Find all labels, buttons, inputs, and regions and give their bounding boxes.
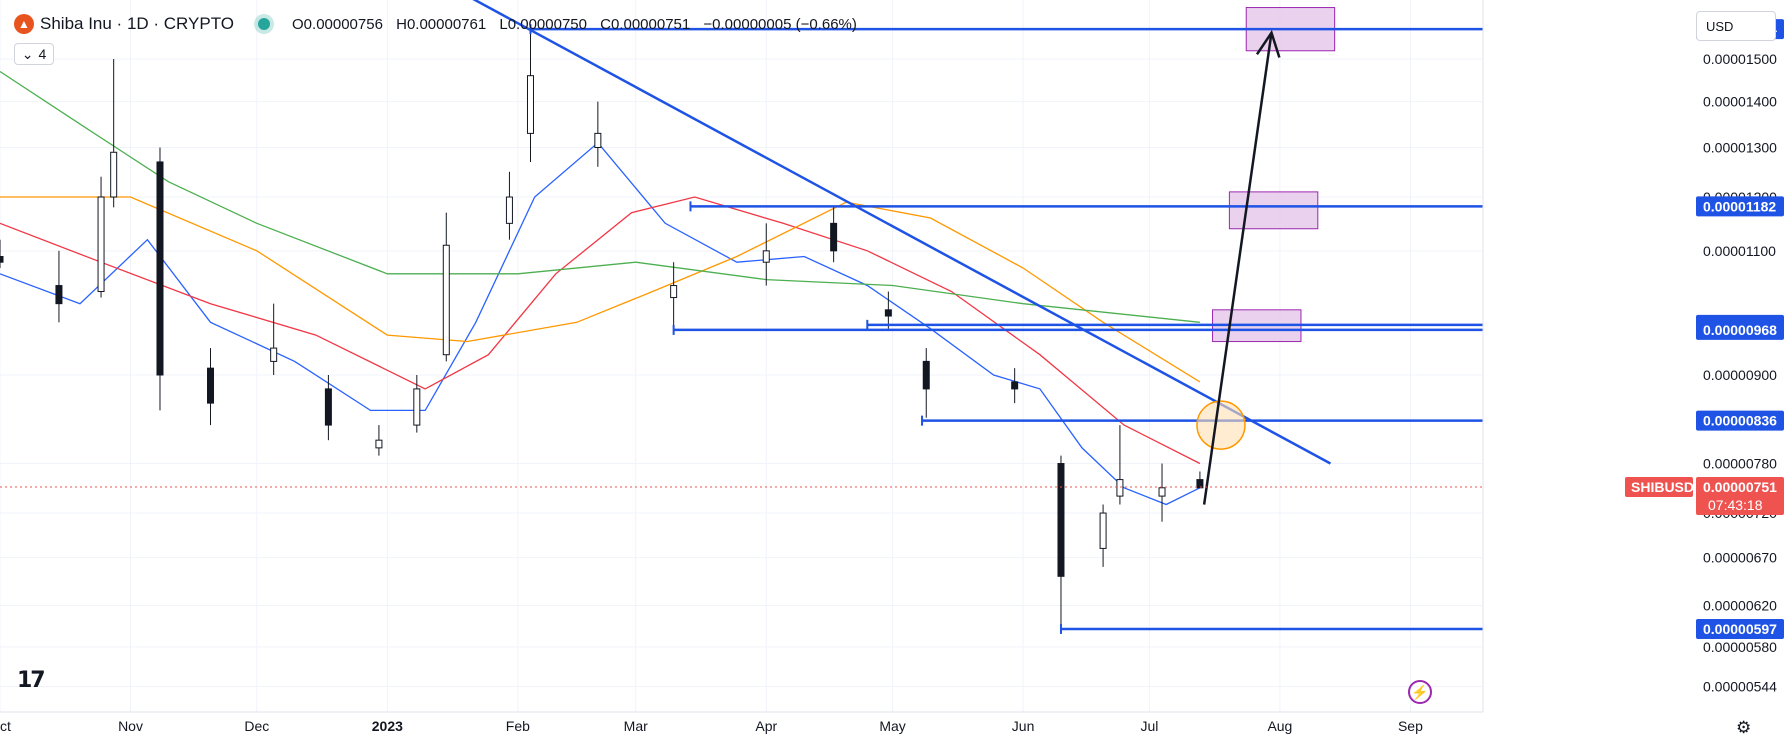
price-level-label: 0.00000836	[1703, 413, 1777, 429]
chart-grid	[0, 0, 1482, 712]
x-tick-label: Feb	[506, 718, 530, 734]
candle-body	[670, 285, 678, 299]
candle-body	[110, 151, 118, 198]
moving-average-red	[0, 196, 1201, 465]
candle-body	[526, 75, 534, 134]
time-axis: Oct Nov Dec 2023 Feb Mar Apr May Jun Jul Aug Sep	[0, 711, 1483, 734]
countdown-label: 07:43:18	[1708, 497, 1763, 513]
projection-arrow-head	[1255, 29, 1281, 58]
candles	[0, 30, 1204, 626]
y-tick-label: 0.00001300	[1703, 139, 1777, 155]
candle-body	[270, 347, 278, 362]
y-tick-label: 0.00001400	[1703, 94, 1777, 110]
price-level-label-bg	[1696, 618, 1784, 639]
candle-body	[413, 388, 421, 426]
x-tick-label: Oct	[0, 718, 11, 734]
ticker-label-bg	[1625, 476, 1693, 497]
indicators-toggle-button[interactable]: ⌄ 4	[14, 43, 54, 65]
y-tick-label: 0.00000780	[1703, 456, 1777, 472]
shiba-logo-icon: ▲	[14, 14, 34, 34]
price-axis: 0.000015000.000014000.000013000.00001200…	[1482, 0, 1787, 737]
lightning-icon[interactable]: ⚡	[1408, 680, 1432, 704]
price-level-label: 0.00001182	[1703, 198, 1776, 214]
candle-body	[1011, 381, 1019, 390]
candle-body	[55, 285, 63, 305]
candle-body	[1099, 512, 1107, 549]
price-axis-bg	[1483, 0, 1787, 737]
x-tick-label: Dec	[244, 718, 269, 734]
price-level-label-bg	[1696, 410, 1784, 431]
moving-averages	[0, 70, 1201, 506]
x-tick-label: Aug	[1267, 718, 1292, 734]
candle-body	[594, 132, 602, 148]
moving-average-orange	[0, 196, 1201, 383]
breakout-circle	[1196, 400, 1246, 450]
y-tick-label: 0.00000620	[1703, 598, 1777, 614]
change-value: −0.00000005 (−0.66%)	[703, 15, 857, 33]
symbol-title[interactable]: Shiba Inu · 1D · CRYPTO	[40, 14, 235, 33]
y-tick-label: 0.00000580	[1703, 639, 1777, 655]
target-zones	[1212, 7, 1336, 343]
candle-body	[1196, 479, 1204, 489]
x-tick-label: Mar	[624, 718, 648, 734]
price-level-label-bg	[1696, 196, 1784, 217]
open-value: O0.00000756	[292, 15, 383, 33]
candle-body	[1158, 487, 1166, 497]
drawings	[0, 0, 1486, 634]
close-value: C0.00000751	[600, 15, 691, 33]
indicator-count: 4	[38, 46, 47, 62]
candle-body	[324, 388, 332, 426]
x-tick-label: Jun	[1012, 718, 1035, 734]
candle-body	[442, 244, 450, 356]
moving-average-blue	[0, 141, 1201, 506]
y-tick-label: 0.00000670	[1703, 550, 1777, 566]
candle-body	[156, 161, 164, 376]
x-tick-label: Apr	[755, 718, 777, 734]
x-tick-label: May	[879, 718, 905, 734]
candle-body	[762, 250, 770, 263]
candle-body	[97, 196, 105, 293]
y-tick-label: 0.00001100	[1703, 243, 1776, 259]
chevron-down-icon: ⌄	[21, 45, 34, 62]
x-tick-label: 2023	[372, 718, 403, 734]
candle-body	[0, 255, 4, 263]
candle-body	[1116, 479, 1124, 497]
price-level-label: 0.00000968	[1703, 322, 1777, 338]
currency-selector[interactable]: USD	[1696, 11, 1776, 41]
x-tick-label: Nov	[118, 718, 143, 734]
price-level-label: 0.00000597	[1703, 621, 1777, 637]
settings-gear-icon[interactable]: ⚙	[1736, 718, 1752, 737]
x-tick-label: Jul	[1140, 718, 1158, 734]
symbol-header: ▲ Shiba Inu · 1D · CRYPTO O0.00000756 H0…	[14, 11, 866, 37]
x-tick-label: Sep	[1398, 718, 1423, 734]
y-tick-label: 0.00000900	[1703, 367, 1777, 383]
price-level-label-bg	[1696, 319, 1784, 340]
low-value: L0.00000750	[499, 15, 587, 33]
target-zone	[1228, 191, 1319, 230]
projection-arrow	[1202, 32, 1273, 505]
high-value: H0.00000761	[396, 15, 487, 33]
ohlc-values: O0.00000756 H0.00000761 L0.00000750 C0.0…	[292, 16, 866, 33]
candle-body	[375, 439, 383, 449]
candle-body	[922, 360, 930, 390]
y-tick-label: 0.00001500	[1703, 51, 1777, 67]
candle-body	[207, 367, 215, 404]
last-price-label-bg	[1696, 476, 1784, 515]
y-tick-label: 0.00000544	[1703, 678, 1777, 694]
candle-body	[884, 309, 892, 317]
last-price-label: 0.00000751	[1703, 479, 1777, 495]
candle-body	[830, 222, 838, 252]
candle-body	[1057, 463, 1065, 577]
tradingview-logo-icon[interactable]: 17	[17, 668, 46, 693]
market-status-icon	[258, 18, 271, 30]
candle-body	[505, 196, 513, 224]
moving-average-green	[0, 70, 1200, 323]
downtrend-line	[472, 0, 1332, 465]
ticker-label: SHIBUSD	[1631, 479, 1694, 495]
